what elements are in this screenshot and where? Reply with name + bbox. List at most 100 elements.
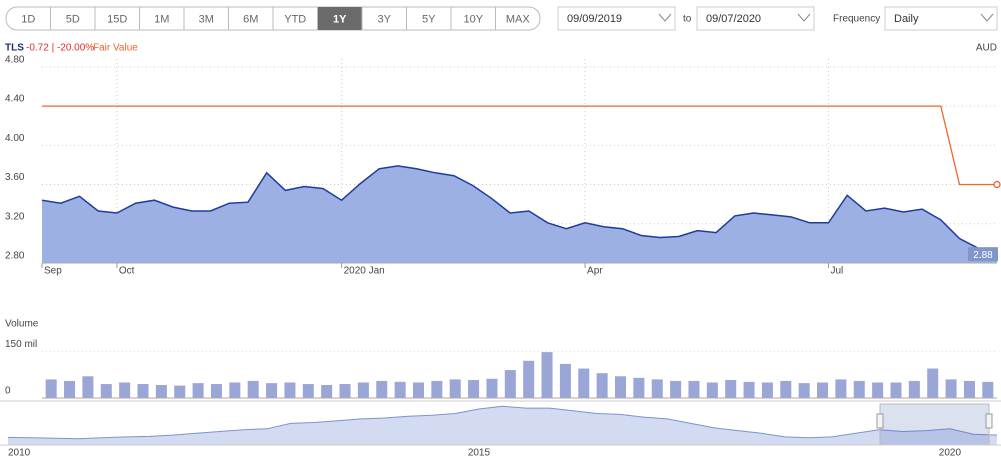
chevron [658,13,672,22]
date-to-text: 09/07/2020 [706,13,761,25]
range-label[interactable]: 1D [21,13,35,25]
legend-entry: Fair Value [93,43,138,54]
volume-bar [247,380,259,398]
volume-bar [210,384,222,398]
navigator-area [8,406,997,445]
range-label[interactable]: 15D [107,13,127,25]
volume-bar [835,379,847,398]
x-tick-label: 2020 Jan [344,266,385,277]
volume-title: Volume [5,319,39,330]
range-label[interactable]: 5D [66,13,80,25]
volume-bar [100,384,112,398]
volume-bar [82,376,94,398]
range-button-selected[interactable] [317,7,363,30]
range-label[interactable]: MAX [506,13,531,25]
range-label[interactable]: 1M [154,13,169,25]
navigator-line [7,405,998,440]
range-label[interactable]: YTD [284,13,306,25]
volume-bar [670,380,682,398]
x-tick-label: Oct [119,266,135,277]
range-label[interactable]: 1Y [333,13,347,25]
price-area [42,165,997,263]
y-tick-label: 4.80 [5,54,25,65]
volume-bar [486,378,498,398]
range-label[interactable]: 10Y [463,13,483,25]
volume-bar [541,352,553,398]
volume-bar [853,380,865,398]
volume-bar [615,376,627,398]
change-label: -0.72 | -20.00% [26,43,94,54]
x-tick-label: Sep [44,266,62,277]
volume-bar [431,380,443,398]
volume-bar [266,383,278,398]
volume-bar [394,381,406,398]
volume-bar [596,373,608,398]
date-from-text: 09/09/2019 [567,13,622,25]
fair-value-line [42,105,997,186]
volume-bar [945,379,957,398]
range-label[interactable]: 3Y [378,13,392,25]
date-from[interactable] [557,6,676,31]
last-price-label: 2.88 [973,250,993,261]
volume-bar [908,380,920,398]
volume-bar [468,380,480,398]
volume-bar [504,370,516,398]
volume-bar [817,382,829,398]
date-to[interactable] [696,6,815,31]
x-tick-label: Apr [587,266,603,277]
range-label[interactable]: 5Y [422,13,436,25]
volume-bar [137,384,149,398]
y-tick-label: 150 mil [5,339,37,350]
volume-bar [890,382,902,398]
volume-bar [119,382,131,398]
volume-bar [192,383,204,398]
price-line [41,165,998,256]
volume-bar [651,379,663,398]
x-tick-label: 2015 [468,448,491,459]
volume-bar [982,381,994,398]
volume-bar [559,363,571,398]
x-tick-label: Jul [830,266,843,277]
y-tick-label: 0 [5,386,11,397]
y-tick-label: 2.80 [5,251,25,262]
y-tick-label: 4.00 [5,133,25,144]
navigator-handle[interactable] [985,413,993,429]
navigator-handle[interactable] [876,413,884,429]
volume-bar [155,384,167,398]
volume-bar [743,381,755,398]
volume-bar [688,380,700,398]
volume-bar [449,379,461,398]
last-price-tag [968,247,998,262]
volume-bar [706,382,718,398]
frequency-select[interactable] [884,6,998,31]
volume-bar [927,368,939,398]
x-tick-label: 2010 [8,448,31,459]
frequency-label: Frequency [833,14,880,25]
frequency-select-text: Daily [894,13,919,25]
volume-bar [412,382,424,398]
volume-bar [872,382,884,398]
volume-bar [761,382,773,398]
legend-entry: TLS [5,43,24,54]
volume-bar [45,379,57,398]
volume-bar [284,382,296,398]
y-tick-label: 4.40 [5,94,25,105]
volume-bar [633,377,645,398]
range-label[interactable]: 6M [243,13,258,25]
volume-bar [302,384,314,398]
range-label[interactable]: 3M [199,13,214,25]
volume-bar [339,384,351,398]
currency-label: AUD [976,43,997,54]
volume-bar [725,380,737,398]
volume-bar [376,380,388,398]
navigator-window[interactable] [879,403,990,446]
volume-bar [174,385,186,398]
volume-bar [357,382,369,398]
y-tick-label: 3.60 [5,172,25,183]
chevron [797,13,811,22]
volume-bar [64,380,76,398]
volume-bar [780,380,792,398]
chevron [980,13,994,22]
to-label: to [683,14,692,25]
